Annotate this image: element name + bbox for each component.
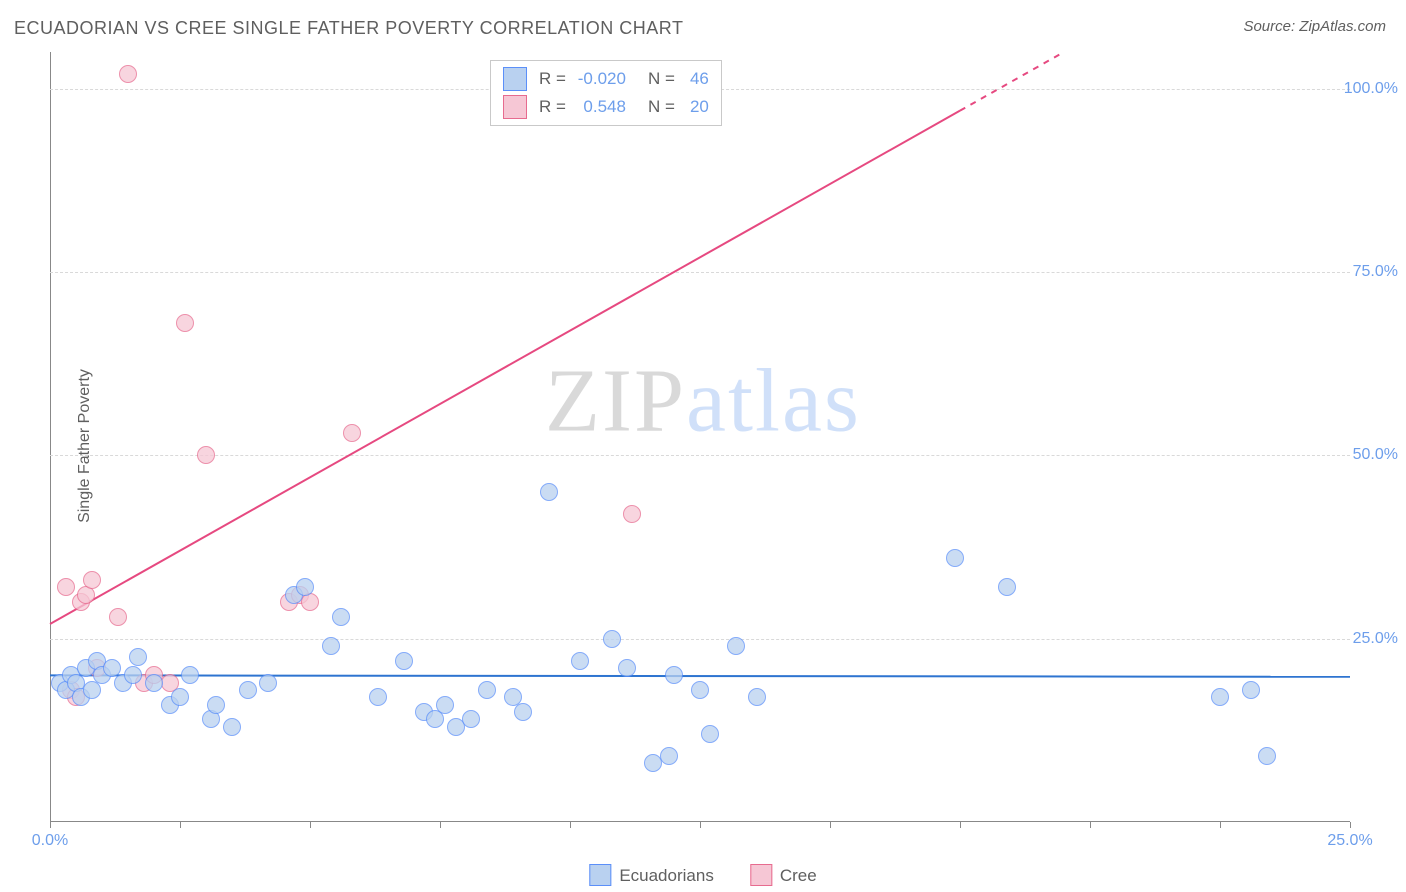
n-value-cree: 20 (679, 93, 709, 121)
x-tick-mark (440, 822, 441, 828)
point-cree (119, 65, 137, 83)
point-ecuadorians (462, 710, 480, 728)
x-tick-mark (960, 822, 961, 828)
point-ecuadorians (332, 608, 350, 626)
point-ecuadorians (395, 652, 413, 670)
point-ecuadorians (1242, 681, 1260, 699)
point-cree (109, 608, 127, 626)
legend-top-row-ecuadorians: R =-0.020 N =46 (503, 65, 709, 93)
legend-item-ecuadorians: Ecuadorians (589, 864, 714, 886)
swatch-cree (503, 95, 527, 119)
source-label: Source: ZipAtlas.com (1243, 18, 1386, 35)
x-tick-mark (700, 822, 701, 828)
x-tick-mark (1090, 822, 1091, 828)
point-cree (83, 571, 101, 589)
point-cree (343, 424, 361, 442)
n-label: N = (648, 93, 675, 121)
r-value-ecuadorians: -0.020 (570, 65, 626, 93)
point-ecuadorians (369, 688, 387, 706)
trend-cree-dashed (960, 52, 1064, 111)
legend-top: R =-0.020 N =46 R =0.548 N =20 (490, 60, 722, 126)
point-ecuadorians (478, 681, 496, 699)
legend-item-cree: Cree (750, 864, 817, 886)
point-ecuadorians (223, 718, 241, 736)
x-tick-mark (570, 822, 571, 828)
point-ecuadorians (129, 648, 147, 666)
point-cree (623, 505, 641, 523)
point-ecuadorians (665, 666, 683, 684)
x-tick-mark (180, 822, 181, 828)
point-ecuadorians (701, 725, 719, 743)
legend-top-row-cree: R =0.548 N =20 (503, 93, 709, 121)
chart-frame: ECUADORIAN VS CREE SINGLE FATHER POVERTY… (0, 0, 1406, 892)
point-cree (176, 314, 194, 332)
point-cree (57, 578, 75, 596)
swatch-ecuadorians (589, 864, 611, 886)
point-ecuadorians (748, 688, 766, 706)
x-tick-mark (830, 822, 831, 828)
point-ecuadorians (603, 630, 621, 648)
point-ecuadorians (436, 696, 454, 714)
point-ecuadorians (660, 747, 678, 765)
point-ecuadorians (540, 483, 558, 501)
chart-area: 25.0%50.0%75.0%100.0%0.0%25.0%R =-0.020N… (50, 52, 1350, 822)
r-label: R = (539, 65, 566, 93)
point-ecuadorians (1258, 747, 1276, 765)
trend-ecuadorians-solid (50, 675, 1350, 676)
point-ecuadorians (145, 674, 163, 692)
point-ecuadorians (998, 578, 1016, 596)
point-ecuadorians (124, 666, 142, 684)
point-ecuadorians (946, 549, 964, 567)
x-tick-mark (310, 822, 311, 828)
chart-title: ECUADORIAN VS CREE SINGLE FATHER POVERTY… (14, 18, 683, 39)
trend-cree-solid (50, 111, 960, 624)
plot-area: 25.0%50.0%75.0%100.0%0.0%25.0%R =-0.020N… (50, 52, 1350, 822)
point-ecuadorians (691, 681, 709, 699)
legend-bottom: Ecuadorians Cree (589, 864, 816, 886)
r-label: R = (539, 93, 566, 121)
point-ecuadorians (571, 652, 589, 670)
point-ecuadorians (514, 703, 532, 721)
n-label: N = (648, 65, 675, 93)
x-tick-mark (1350, 822, 1351, 828)
swatch-ecuadorians (503, 67, 527, 91)
swatch-cree (750, 864, 772, 886)
point-ecuadorians (727, 637, 745, 655)
point-ecuadorians (239, 681, 257, 699)
legend-label-ecuadorians: Ecuadorians (619, 866, 714, 885)
point-ecuadorians (322, 637, 340, 655)
point-ecuadorians (259, 674, 277, 692)
legend-label-cree: Cree (780, 866, 817, 885)
x-tick-label: 25.0% (1327, 832, 1372, 850)
r-value-cree: 0.548 (570, 93, 626, 121)
n-value-ecuadorians: 46 (679, 65, 709, 93)
point-ecuadorians (171, 688, 189, 706)
point-cree (197, 446, 215, 464)
point-ecuadorians (1211, 688, 1229, 706)
x-tick-label: 0.0% (32, 832, 68, 850)
x-tick-mark (1220, 822, 1221, 828)
point-ecuadorians (296, 578, 314, 596)
point-ecuadorians (207, 696, 225, 714)
x-tick-mark (50, 822, 51, 828)
point-ecuadorians (618, 659, 636, 677)
point-ecuadorians (181, 666, 199, 684)
trend-layer (50, 52, 1350, 822)
